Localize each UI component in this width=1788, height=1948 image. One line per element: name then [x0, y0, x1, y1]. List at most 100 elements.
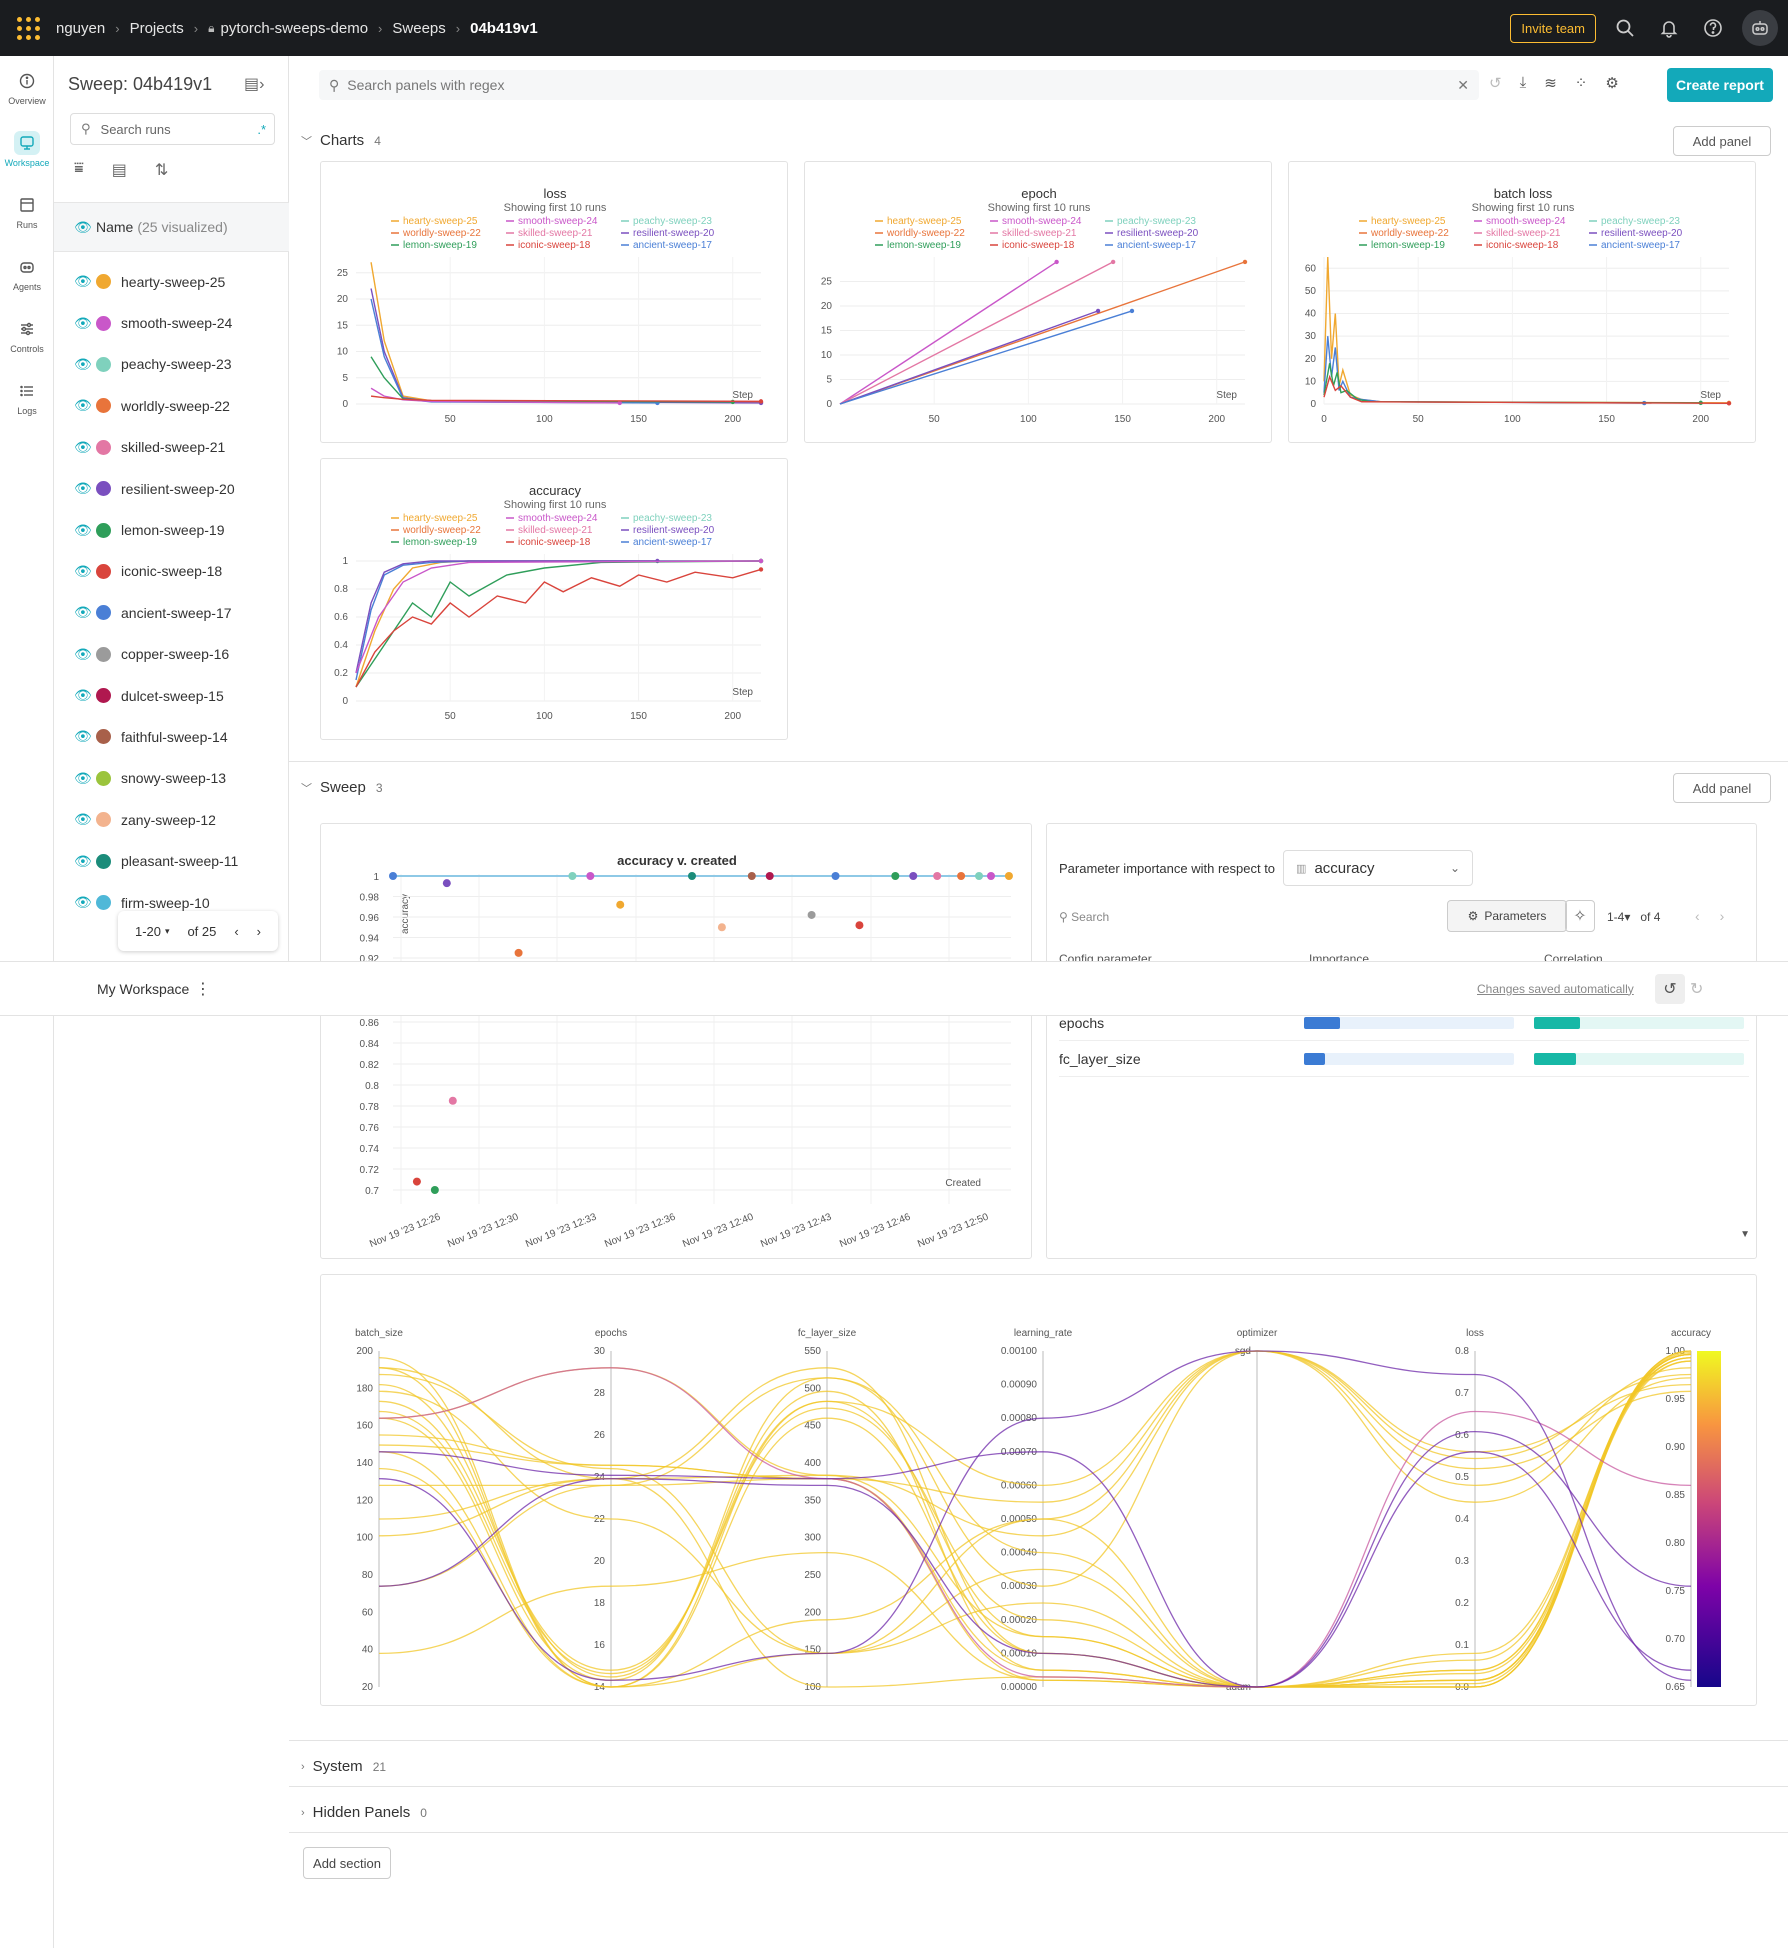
- run-row[interactable]: 👁︎ hearty-sweep-25: [54, 261, 289, 302]
- wandb-logo-icon[interactable]: [0, 0, 56, 56]
- eye-icon[interactable]: 👁︎: [74, 438, 92, 455]
- axis-label[interactable]: fc_layer_size: [798, 1328, 857, 1339]
- series-line[interactable]: [839, 310, 1099, 405]
- run-name[interactable]: lemon-sweep-19: [121, 522, 225, 539]
- run-name[interactable]: iconic-sweep-18: [121, 563, 223, 580]
- legend-item[interactable]: ancient-sweep-17: [1601, 240, 1680, 251]
- run-color-swatch[interactable]: [96, 853, 111, 869]
- rail-agents[interactable]: Agents: [0, 242, 54, 304]
- eye-icon[interactable]: 👁︎: [74, 604, 92, 621]
- legend-item[interactable]: hearty-sweep-25: [403, 216, 478, 227]
- series-line[interactable]: [355, 568, 762, 688]
- run-name[interactable]: skilled-sweep-21: [121, 439, 226, 456]
- parallel-line[interactable]: [378, 1367, 1692, 1688]
- legend-item[interactable]: resilient-sweep-20: [633, 228, 715, 239]
- legend-item[interactable]: lemon-sweep-19: [403, 240, 477, 251]
- eye-icon[interactable]: 👁︎: [74, 521, 92, 538]
- legend-item[interactable]: resilient-sweep-20: [1117, 228, 1199, 239]
- run-row[interactable]: 👁︎ lemon-sweep-19: [54, 509, 289, 550]
- scatter-point[interactable]: [909, 872, 918, 880]
- scatter-point[interactable]: [747, 872, 756, 880]
- scatter-point[interactable]: [1004, 872, 1013, 880]
- run-row[interactable]: 👁︎ resilient-sweep-20: [54, 468, 289, 509]
- eye-icon[interactable]: 👁︎: [74, 397, 92, 414]
- legend-item[interactable]: ancient-sweep-17: [633, 537, 712, 548]
- series-line[interactable]: [370, 298, 658, 404]
- scatter-point[interactable]: [765, 872, 774, 880]
- x-axis-icon[interactable]: ⤓: [1519, 74, 1527, 91]
- run-color-swatch[interactable]: [96, 522, 111, 538]
- breadcrumb-user[interactable]: nguyen: [56, 19, 106, 37]
- run-name[interactable]: smooth-sweep-24: [121, 315, 233, 332]
- run-row[interactable]: 👁︎ pleasant-sweep-11: [54, 840, 289, 881]
- param-row[interactable]: epochs: [1059, 1005, 1749, 1041]
- rail-logs[interactable]: Logs: [0, 366, 54, 428]
- axis-label[interactable]: accuracy: [1671, 1328, 1711, 1339]
- prev-page-icon[interactable]: ‹: [234, 923, 239, 939]
- series-line[interactable]: [1323, 374, 1730, 405]
- run-name[interactable]: dulcet-sweep-15: [121, 687, 224, 704]
- run-row[interactable]: 👁︎ ancient-sweep-17: [54, 592, 289, 633]
- run-row[interactable]: 👁︎ dulcet-sweep-15: [54, 675, 289, 716]
- legend-item[interactable]: iconic-sweep-18: [1486, 240, 1559, 251]
- scatter-point[interactable]: [855, 921, 864, 930]
- series-line[interactable]: [355, 560, 762, 674]
- scatter-point[interactable]: [957, 872, 966, 880]
- search-icon[interactable]: [1610, 13, 1640, 43]
- parallel-line[interactable]: [378, 1353, 1692, 1688]
- rail-workspace[interactable]: Workspace: [0, 118, 54, 180]
- table-toggle-icon[interactable]: ▤›: [244, 76, 265, 93]
- chart-panel-loss[interactable]: loss Showing first 10 runs hearty-sweep-25…: [320, 161, 788, 443]
- chart-panel-batch-loss[interactable]: batch loss Showing first 10 runs hearty-sw…: [1288, 161, 1756, 443]
- run-row[interactable]: 👁︎ faithful-sweep-14: [54, 716, 289, 757]
- legend-item[interactable]: hearty-sweep-25: [403, 513, 478, 524]
- scatter-point[interactable]: [430, 1186, 439, 1194]
- legend-item[interactable]: skilled-sweep-21: [518, 525, 593, 536]
- help-icon[interactable]: [1698, 13, 1728, 43]
- run-color-swatch[interactable]: [96, 605, 111, 621]
- scatter-point[interactable]: [412, 1177, 421, 1186]
- scatter-point[interactable]: [717, 923, 726, 932]
- group-icon[interactable]: ▤: [111, 162, 127, 179]
- legend-item[interactable]: skilled-sweep-21: [1002, 228, 1077, 239]
- section-charts-header[interactable]: ﹀ Charts 4: [301, 132, 381, 149]
- series-line[interactable]: [370, 288, 762, 404]
- series-line[interactable]: [839, 310, 1133, 405]
- run-row[interactable]: 👁︎ snowy-sweep-13: [54, 758, 289, 799]
- run-name[interactable]: hearty-sweep-25: [121, 273, 226, 290]
- run-color-swatch[interactable]: [96, 729, 111, 745]
- run-row[interactable]: 👁︎ skilled-sweep-21: [54, 427, 289, 468]
- series-line[interactable]: [370, 395, 762, 403]
- parameter-importance-panel[interactable]: Parameter importance with respect to ▥ a…: [1046, 823, 1757, 1259]
- series-line[interactable]: [355, 560, 761, 688]
- scatter-point[interactable]: [831, 872, 840, 880]
- legend-item[interactable]: iconic-sweep-18: [1002, 240, 1075, 251]
- run-name[interactable]: faithful-sweep-14: [121, 728, 228, 745]
- run-name[interactable]: firm-sweep-10: [121, 894, 210, 911]
- run-color-swatch[interactable]: [96, 895, 111, 911]
- run-color-swatch[interactable]: [96, 770, 111, 786]
- runs-name-header[interactable]: 👁︎ Name (25 visualized): [54, 202, 289, 252]
- smoothing-icon[interactable]: ≋: [1544, 75, 1557, 92]
- eye-icon[interactable]: 👁︎: [74, 562, 92, 579]
- axis-label[interactable]: epochs: [595, 1328, 627, 1339]
- regex-toggle-icon[interactable]: .*: [257, 121, 266, 137]
- run-color-swatch[interactable]: [96, 439, 111, 455]
- scatter-point[interactable]: [807, 910, 816, 919]
- scatter-point[interactable]: [448, 1096, 457, 1105]
- series-line[interactable]: [1323, 363, 1701, 404]
- series-line[interactable]: [839, 261, 1058, 405]
- parallel-coordinates-panel[interactable]: batch_size 200 180 160 140 120 100 80 60 40 20 epoc…: [320, 1274, 1757, 1706]
- next-page-icon[interactable]: ›: [256, 923, 261, 939]
- run-color-swatch[interactable]: [96, 398, 111, 414]
- run-row[interactable]: 👁︎ iconic-sweep-18: [54, 551, 289, 592]
- series-line[interactable]: [370, 262, 762, 404]
- axis-label[interactable]: optimizer: [1237, 1328, 1278, 1339]
- scatter-point[interactable]: [987, 872, 995, 880]
- axis-label[interactable]: batch_size: [355, 1328, 403, 1339]
- parallel-line[interactable]: [378, 1350, 1692, 1681]
- scatter-point[interactable]: [616, 900, 625, 909]
- scatter-point[interactable]: [389, 872, 397, 880]
- scroll-down-icon[interactable]: ▼: [1740, 1229, 1750, 1240]
- legend-item[interactable]: skilled-sweep-21: [518, 228, 593, 239]
